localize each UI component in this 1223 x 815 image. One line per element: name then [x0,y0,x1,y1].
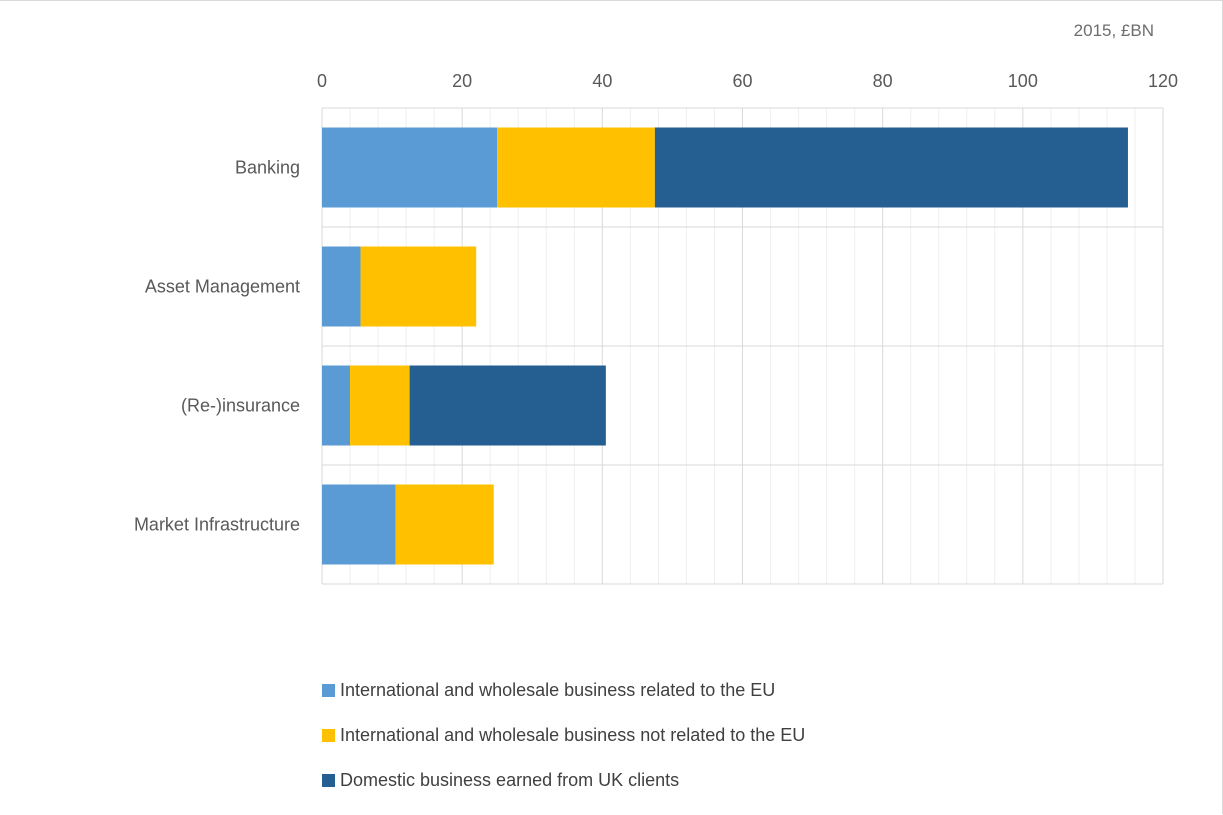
bar-segment-3 [409,365,606,446]
category-label: Banking [235,158,300,178]
x-tick-label: 40 [592,71,612,91]
legend-label-non-eu: International and wholesale business not… [340,724,806,745]
bar-segment-1 [322,365,351,446]
legend-swatch-eu [322,683,335,697]
bar-segment-1 [322,246,361,327]
category-label: Market Infrastructure [134,515,300,535]
legend-swatch-non-eu [322,728,335,742]
legend-label-eu: International and wholesale business rel… [340,679,776,700]
bar-segment-2 [350,365,410,446]
category-label: (Re-)insurance [181,396,300,416]
legend-item-domestic: Domestic business earned from UK clients [322,769,805,791]
x-tick-label: 60 [732,71,752,91]
bar-segment-2 [395,484,494,565]
unit-label: 2015, £BN [1073,21,1154,40]
legend-label-domestic: Domestic business earned from UK clients [340,769,680,790]
bar-segment-1 [322,484,396,565]
legend-swatch-domestic [322,773,335,787]
bar-segment-1 [322,127,498,208]
x-tick-label: 100 [1008,71,1038,91]
category-label: Asset Management [145,277,300,297]
legend: International and wholesale business rel… [322,679,805,814]
legend-item-eu: International and wholesale business rel… [322,679,805,701]
x-tick-label: 120 [1148,71,1178,91]
bar-segment-2 [497,127,655,208]
bar-segment-3 [654,127,1128,208]
bar-segment-2 [360,246,477,327]
legend-item-non-eu: International and wholesale business not… [322,724,805,746]
x-tick-label: 20 [452,71,472,91]
x-tick-label: 0 [317,71,327,91]
x-tick-label: 80 [873,71,893,91]
